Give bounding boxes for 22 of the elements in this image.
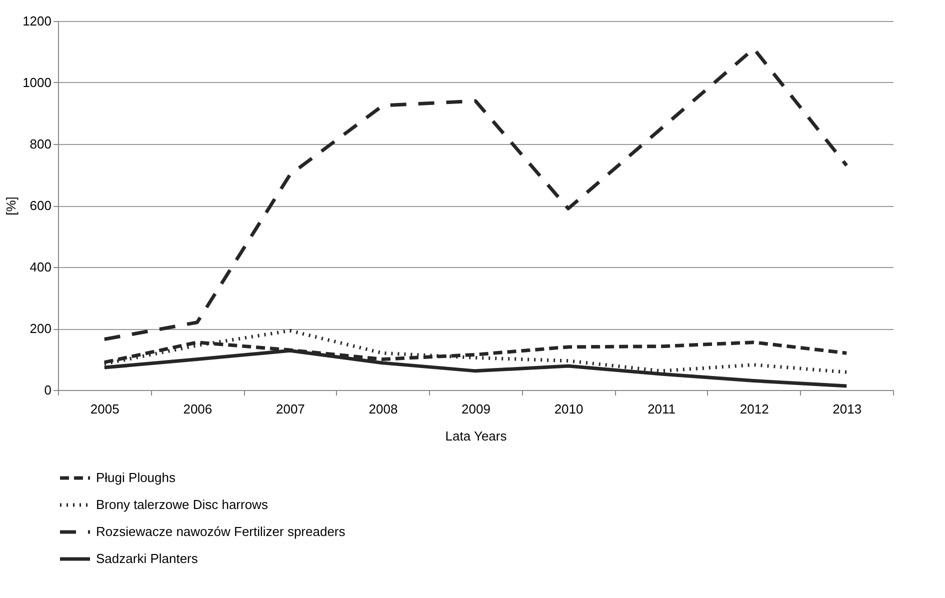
y-tick-label: 600 [30, 198, 52, 213]
x-tick-label: 2009 [462, 402, 490, 416]
x-tick-label: 2013 [832, 402, 862, 416]
legend-label: Pługi Ploughs [96, 470, 176, 485]
y-tick-label: 200 [30, 321, 52, 336]
y-tick-label: 1200 [22, 14, 52, 28]
y-tick-label: 0 [44, 382, 52, 398]
x-tick-label: 2005 [90, 402, 120, 416]
y-tick-label: 1000 [22, 75, 52, 90]
y-tick-label: 800 [30, 136, 52, 152]
legend-label: Rozsiewacze nawozów Fertilizer spreaders [96, 524, 346, 539]
x-tick-label: 2006 [183, 402, 212, 416]
x-tick-label: 2007 [276, 402, 305, 416]
legend-label: Brony talerzowe Disc harrows [96, 497, 268, 512]
x-tick-label: 2011 [648, 402, 676, 416]
legend-label: Sadzarki Planters [96, 551, 198, 566]
x-tick-label: 2010 [554, 402, 584, 416]
y-axis-title: [%] [4, 196, 19, 216]
x-axis-title: Lata Years [445, 428, 508, 444]
x-tick-label: 2012 [740, 402, 769, 416]
y-tick-label: 400 [30, 260, 52, 274]
x-tick-label: 2008 [368, 402, 398, 416]
